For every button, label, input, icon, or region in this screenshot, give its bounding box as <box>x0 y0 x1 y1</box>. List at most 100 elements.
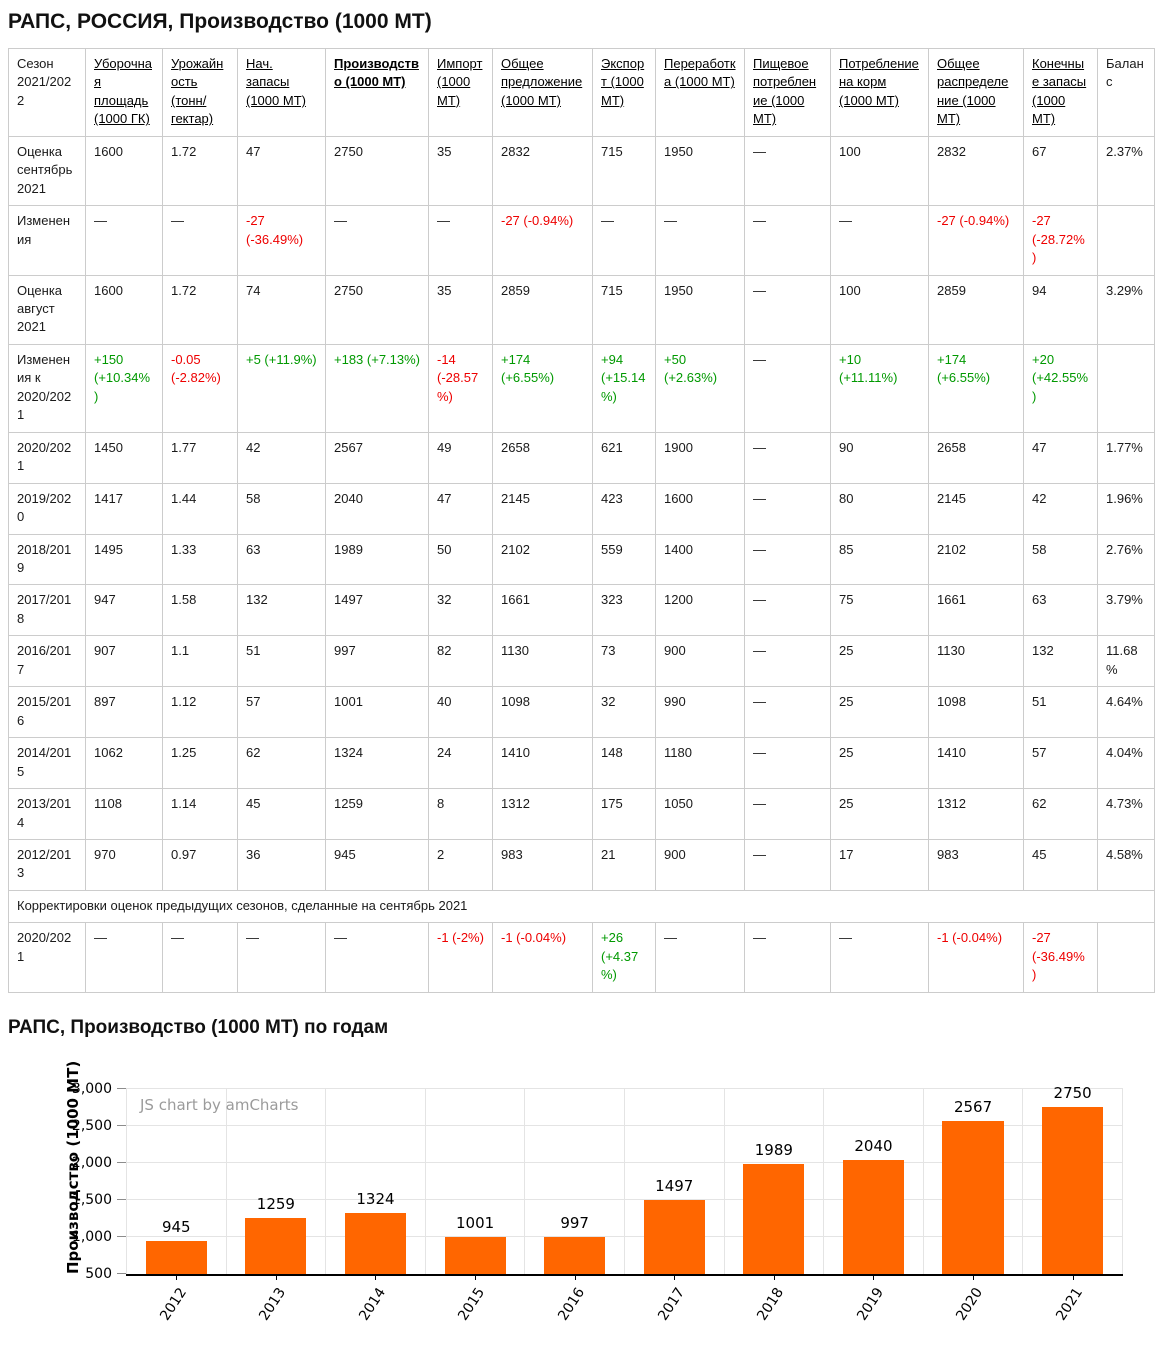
bar-2018[interactable] <box>743 1163 805 1274</box>
column-sort-link[interactable]: Пищевое потребление (1000 МТ) <box>753 56 817 127</box>
cell: -27 (-36.49%) <box>1023 922 1098 993</box>
cell: 42 <box>1023 482 1098 535</box>
cell: 1001 <box>325 686 429 739</box>
cell: 45 <box>237 788 326 840</box>
column-header: Производство (1000 МТ) <box>325 48 429 137</box>
bar-2019[interactable] <box>842 1159 904 1274</box>
cell: 94 <box>1023 274 1098 345</box>
cell: 2145 <box>928 482 1024 535</box>
cell: 1989 <box>325 533 429 586</box>
cell: 1.12 <box>162 686 238 739</box>
cell: 1450 <box>85 431 163 484</box>
x-axis-label: 2021 <box>1053 1284 1087 1324</box>
page-title: РАПС, РОССИЯ, Производство (1000 МТ) <box>8 10 432 33</box>
cell: 2832 <box>928 135 1024 207</box>
cell: 2832 <box>492 135 593 207</box>
cell: 4.04% <box>1097 737 1155 790</box>
cell: -0.05 (-2.82%) <box>162 343 238 433</box>
bar-2020[interactable] <box>942 1120 1004 1274</box>
x-axis-tick <box>475 1274 477 1280</box>
column-sort-link[interactable]: Нач. запасы (1000 МТ) <box>246 56 306 108</box>
cell: 148 <box>592 737 656 790</box>
cell: 45 <box>1023 838 1098 891</box>
table-row: Изменения — — -27 (-36.49%) — — -27 (-0.94%) — —… <box>8 205 1155 276</box>
bar-2013[interactable] <box>245 1217 307 1274</box>
column-sort-link[interactable]: Экспорт (1000 МТ) <box>601 56 645 108</box>
column-sort-link[interactable]: Общее предложение (1000 МТ) <box>501 56 583 108</box>
cell: 2658 <box>928 431 1024 484</box>
column-header: Конечные запасы (1000 МТ) <box>1023 48 1098 137</box>
bar-2021[interactable] <box>1042 1107 1104 1274</box>
cell: 1600 <box>85 274 163 345</box>
cell: — <box>744 482 831 535</box>
table-row: 2020/2021 1450 1.77 42 2567 49 2658 621 1900—90 2… <box>8 431 1155 484</box>
cell: +150 (+10.34%) <box>85 343 163 433</box>
cell: 323 <box>592 584 656 637</box>
table-body: Оценка сентябрь 2021 1600 1.72 47 2750 35 2832… <box>8 135 1155 993</box>
cell: — <box>744 343 831 433</box>
cell: — <box>744 922 831 993</box>
cell: 1.1 <box>162 635 238 688</box>
column-sort-link[interactable]: Импорт (1000 МТ) <box>437 56 483 108</box>
cell: 2.37% <box>1097 135 1155 207</box>
category-2013: 1259 2013 <box>225 1088 326 1323</box>
cell: — <box>744 205 831 276</box>
cell: 947 <box>85 584 163 637</box>
column-sort-link[interactable]: Потребление на корм (1000 МТ) <box>839 56 919 108</box>
cell: 51 <box>1023 686 1098 739</box>
table-row: 2014/2015 1062 1.25 62 1324 24 1410 148 1180—25 1… <box>8 737 1155 790</box>
cell: 75 <box>830 584 929 637</box>
cell: 997 <box>325 635 429 688</box>
cell: 2750 <box>325 274 429 345</box>
cell: 715 <box>592 274 656 345</box>
cell: 983 <box>928 838 1024 891</box>
bar-value-label: 2040 <box>854 1136 893 1155</box>
cell: 715 <box>592 135 656 207</box>
x-axis-label: 2014 <box>356 1284 389 1324</box>
production-chart: Производство (1000 МТ) 500 1,000 1,500 2,00… <box>8 1060 1154 1347</box>
cell: 4.73% <box>1097 788 1155 840</box>
amcharts-watermark-link[interactable]: JS chart by amCharts <box>140 1095 299 1114</box>
bar-2012[interactable] <box>145 1240 207 1274</box>
bar-value-label: 2750 <box>1053 1084 1092 1103</box>
cell: 58 <box>1023 533 1098 586</box>
bar-2014[interactable] <box>344 1212 407 1274</box>
cell: 945 <box>325 838 429 891</box>
cell: 1.72 <box>162 135 238 207</box>
cell: 90 <box>830 431 929 484</box>
column-sort-link[interactable]: Уборочная площадь (1000 ГК) <box>94 56 153 127</box>
column-sort-link[interactable]: Урожайность (тонн/гектар) <box>171 56 224 127</box>
bar-2016[interactable] <box>544 1236 606 1274</box>
cell: +174 (+6.55%) <box>928 343 1024 433</box>
cell: 907 <box>85 635 163 688</box>
y-axis-label: 2,500 <box>71 1117 112 1134</box>
column-sort-link[interactable]: Конечные запасы (1000 МТ) <box>1032 56 1087 127</box>
bar-value-label: 945 <box>161 1217 191 1236</box>
column-header: Уборочная площадь (1000 ГК) <box>85 48 163 137</box>
column-sort-link[interactable]: Переработка (1000 МТ) <box>664 56 736 90</box>
table-row: 2017/2018 947 1.58 132 1497 32 1661 323 1200—75 1… <box>8 584 1155 637</box>
cell: 1180 <box>655 737 745 790</box>
cell: 2567 <box>325 431 429 484</box>
cell: 49 <box>428 431 493 484</box>
cell: — <box>830 922 929 993</box>
column-sort-link[interactable]: Производство (1000 МТ) <box>334 56 419 90</box>
bar-2015[interactable] <box>444 1236 506 1274</box>
cell: — <box>744 584 831 637</box>
y-axis-tick <box>117 1198 126 1200</box>
cell: 1.33 <box>162 533 238 586</box>
column-sort-link[interactable]: Общее распределение (1000 МТ) <box>937 56 1009 127</box>
y-axis-label: 1,500 <box>71 1191 112 1208</box>
cell: 63 <box>237 533 326 586</box>
cell: 24 <box>428 737 493 790</box>
y-axis-tick <box>117 1272 126 1274</box>
table-row: Оценка август 2021 1600 1.72 74 2750 35 2859 71… <box>8 274 1155 345</box>
y-axis-label: 1,000 <box>71 1228 112 1245</box>
column-header: Нач. запасы (1000 МТ) <box>237 48 326 137</box>
cell: 1.25 <box>162 737 238 790</box>
cell: +94 (+15.14%) <box>592 343 656 433</box>
table-row: 2013/2014 1108 1.14 45 1259 8 1312 175 1050—25 13… <box>8 788 1155 840</box>
cell: 1108 <box>85 788 163 840</box>
cell: 1950 <box>655 135 745 207</box>
bar-2017[interactable] <box>643 1199 705 1274</box>
